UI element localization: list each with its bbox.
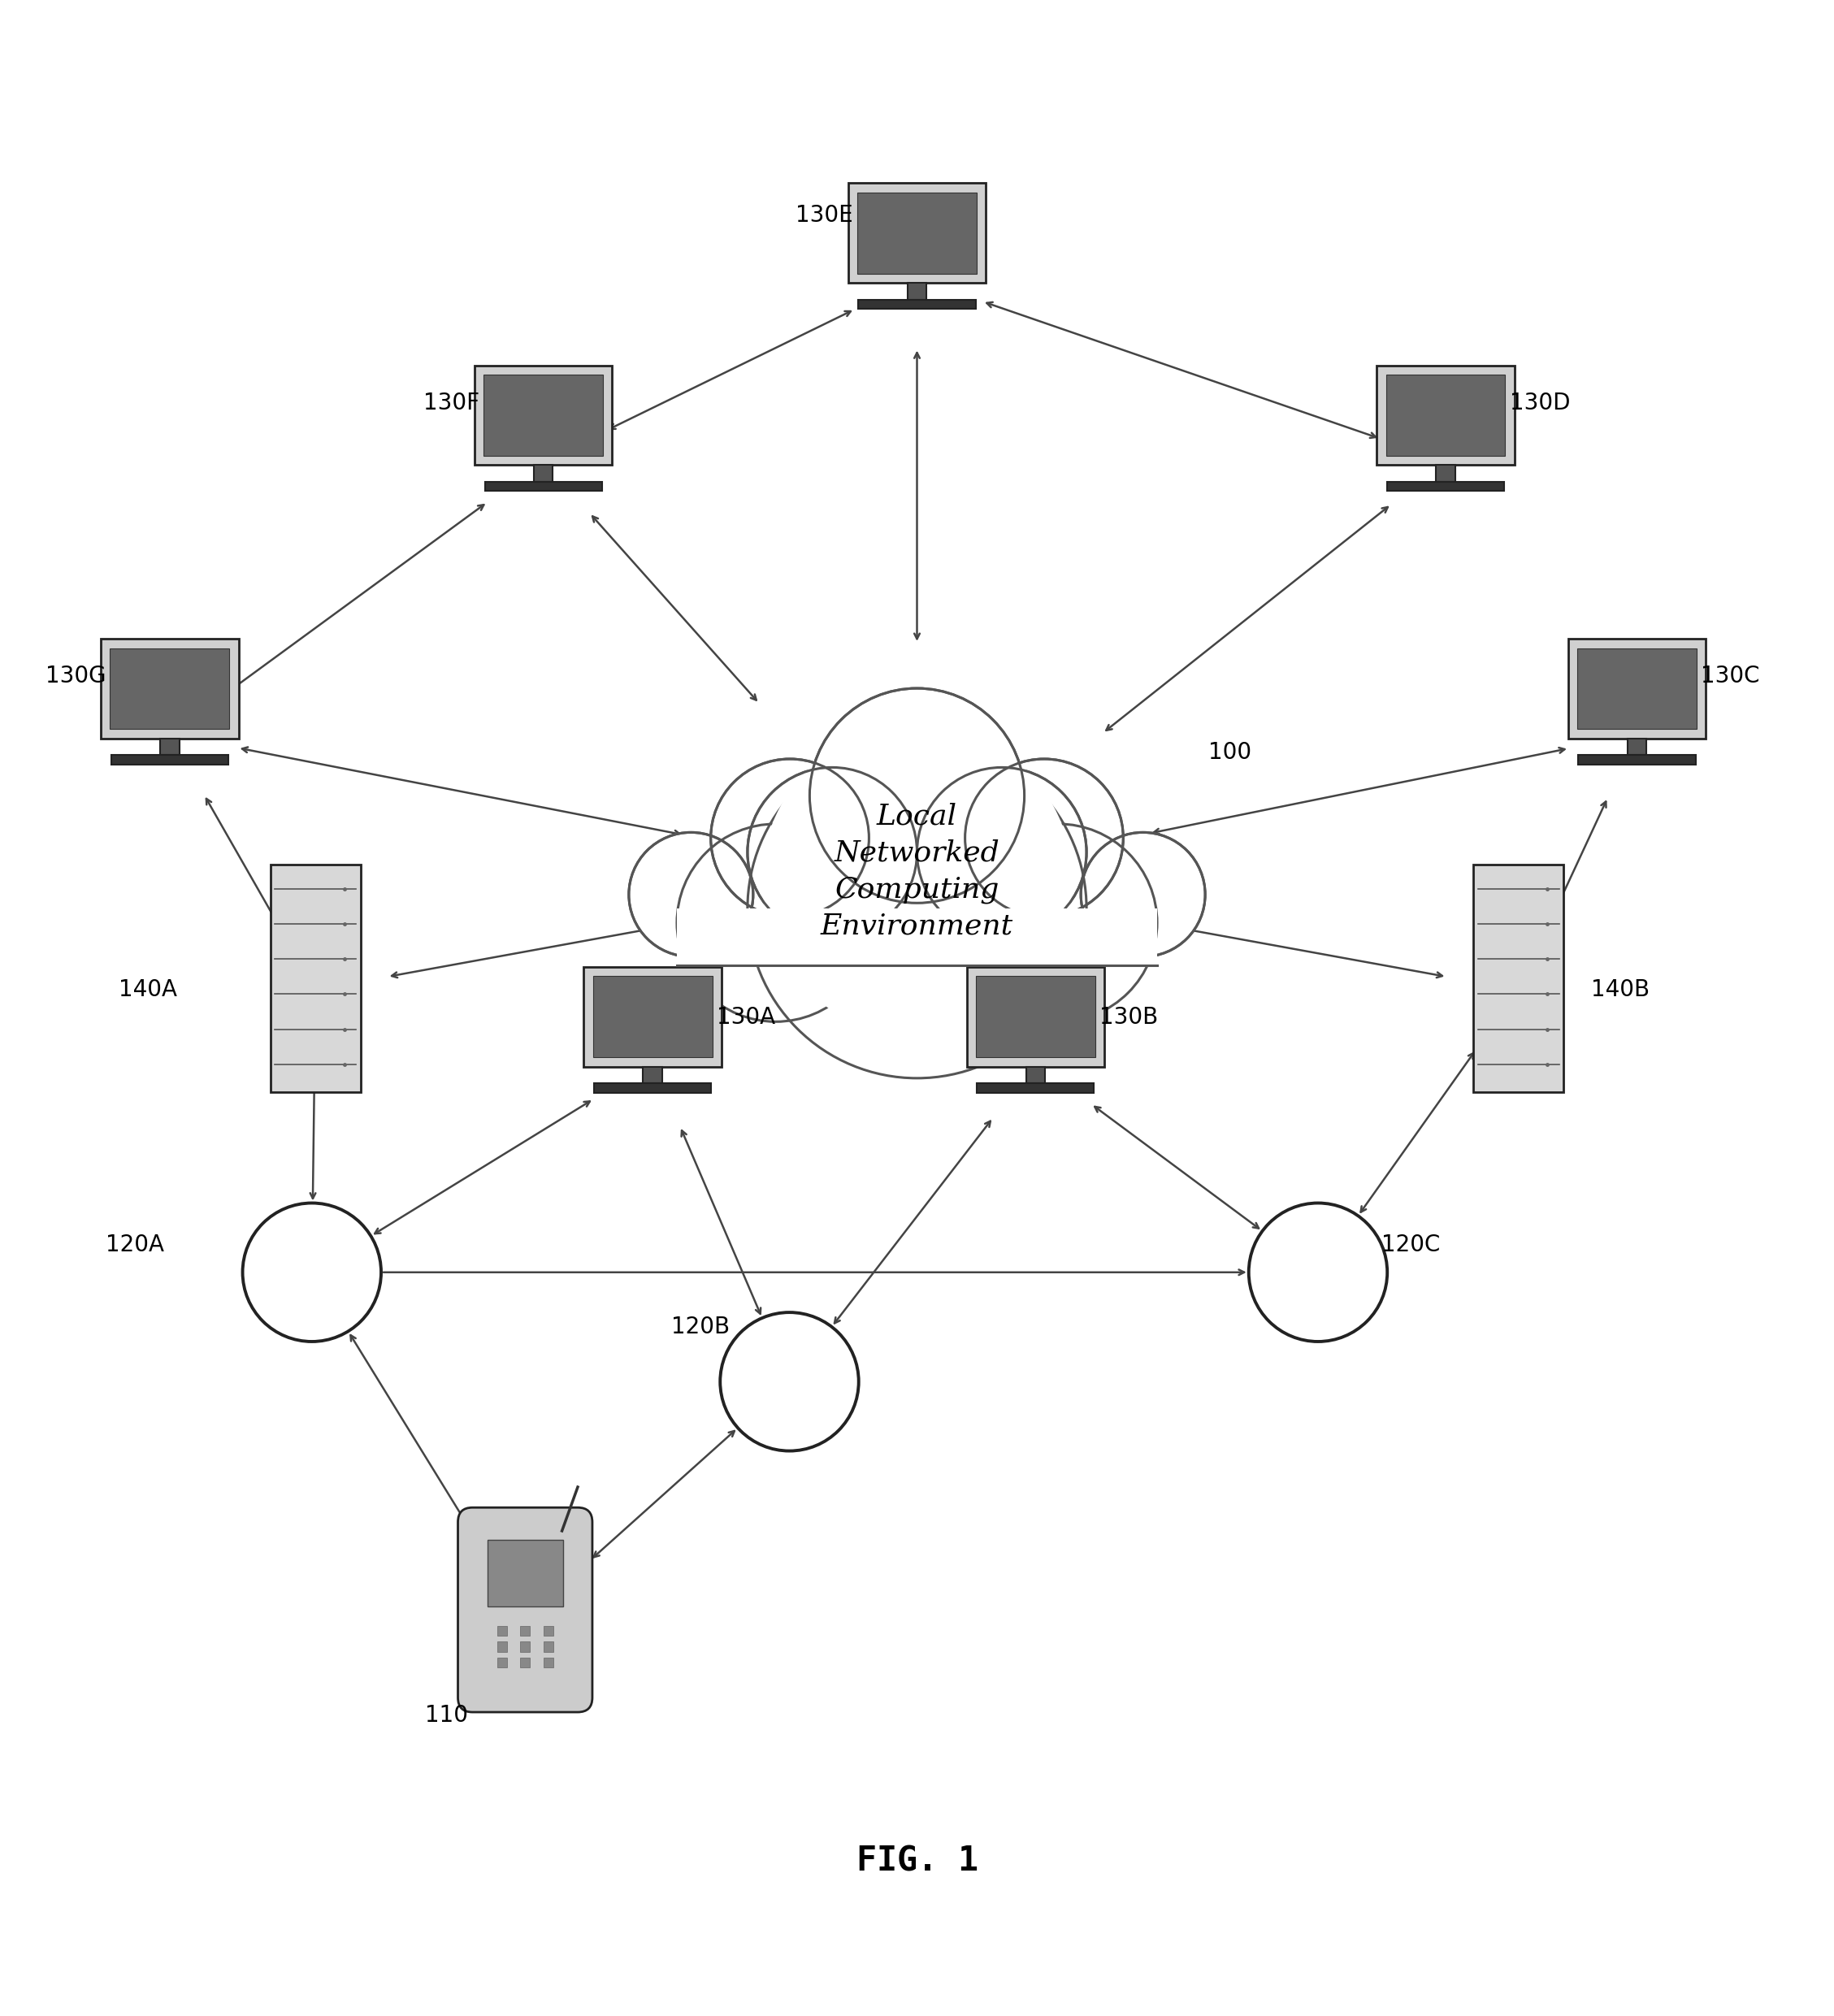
FancyBboxPatch shape	[534, 466, 552, 482]
Circle shape	[965, 758, 1122, 917]
Circle shape	[748, 740, 1086, 1079]
FancyBboxPatch shape	[847, 183, 987, 282]
Text: 130F: 130F	[424, 391, 479, 413]
FancyBboxPatch shape	[592, 976, 712, 1056]
FancyBboxPatch shape	[1025, 1066, 1045, 1083]
Text: 140A: 140A	[119, 978, 178, 1002]
FancyBboxPatch shape	[1568, 639, 1706, 738]
Text: 130C: 130C	[1700, 665, 1759, 687]
Text: 110: 110	[425, 1704, 468, 1726]
FancyBboxPatch shape	[583, 968, 721, 1066]
Text: Local
Networked
Computing
Environment: Local Networked Computing Environment	[820, 802, 1014, 939]
FancyBboxPatch shape	[594, 1083, 712, 1093]
FancyBboxPatch shape	[521, 1641, 530, 1651]
Text: 130G: 130G	[46, 665, 106, 687]
FancyBboxPatch shape	[497, 1641, 506, 1651]
FancyBboxPatch shape	[475, 365, 613, 466]
FancyBboxPatch shape	[484, 375, 603, 456]
Text: 140B: 140B	[1592, 978, 1651, 1002]
FancyBboxPatch shape	[908, 282, 926, 300]
FancyBboxPatch shape	[484, 482, 602, 492]
FancyBboxPatch shape	[543, 1625, 554, 1635]
FancyBboxPatch shape	[1377, 365, 1515, 466]
FancyBboxPatch shape	[976, 976, 1095, 1056]
Text: 130D: 130D	[1509, 391, 1570, 413]
Circle shape	[721, 1312, 858, 1452]
FancyBboxPatch shape	[858, 300, 976, 308]
FancyBboxPatch shape	[856, 192, 978, 274]
FancyBboxPatch shape	[1473, 865, 1564, 1093]
Text: 130A: 130A	[717, 1006, 776, 1028]
FancyBboxPatch shape	[160, 738, 180, 756]
FancyBboxPatch shape	[1387, 375, 1506, 456]
Circle shape	[1249, 1204, 1387, 1341]
Circle shape	[748, 768, 917, 937]
Text: 120B: 120B	[671, 1316, 730, 1339]
FancyBboxPatch shape	[521, 1625, 530, 1635]
FancyBboxPatch shape	[458, 1508, 592, 1712]
Circle shape	[242, 1204, 381, 1341]
FancyBboxPatch shape	[1577, 647, 1696, 730]
FancyBboxPatch shape	[112, 756, 227, 764]
Text: 100: 100	[1209, 742, 1253, 764]
Circle shape	[959, 825, 1157, 1022]
Text: 120C: 120C	[1381, 1234, 1440, 1256]
FancyBboxPatch shape	[543, 1641, 554, 1651]
Text: 130B: 130B	[1099, 1006, 1157, 1028]
FancyBboxPatch shape	[677, 909, 1157, 966]
FancyBboxPatch shape	[644, 1066, 662, 1083]
FancyBboxPatch shape	[270, 865, 361, 1093]
Text: 130E: 130E	[796, 204, 853, 226]
Circle shape	[629, 833, 754, 958]
FancyBboxPatch shape	[967, 968, 1104, 1066]
Text: 120A: 120A	[106, 1234, 165, 1256]
FancyBboxPatch shape	[1436, 466, 1454, 482]
Circle shape	[809, 687, 1025, 903]
FancyBboxPatch shape	[521, 1657, 530, 1667]
FancyBboxPatch shape	[488, 1540, 563, 1607]
FancyBboxPatch shape	[1387, 482, 1504, 492]
Circle shape	[761, 726, 1073, 1036]
FancyBboxPatch shape	[978, 1083, 1095, 1093]
FancyBboxPatch shape	[1579, 756, 1696, 764]
Circle shape	[917, 768, 1086, 937]
FancyBboxPatch shape	[101, 639, 238, 738]
FancyBboxPatch shape	[497, 1625, 506, 1635]
Circle shape	[677, 825, 875, 1022]
FancyBboxPatch shape	[1627, 738, 1647, 756]
FancyBboxPatch shape	[543, 1657, 554, 1667]
Circle shape	[712, 758, 869, 917]
Circle shape	[1080, 833, 1205, 958]
FancyBboxPatch shape	[497, 1657, 506, 1667]
Text: FIG. 1: FIG. 1	[856, 1845, 978, 1879]
FancyBboxPatch shape	[110, 647, 229, 730]
